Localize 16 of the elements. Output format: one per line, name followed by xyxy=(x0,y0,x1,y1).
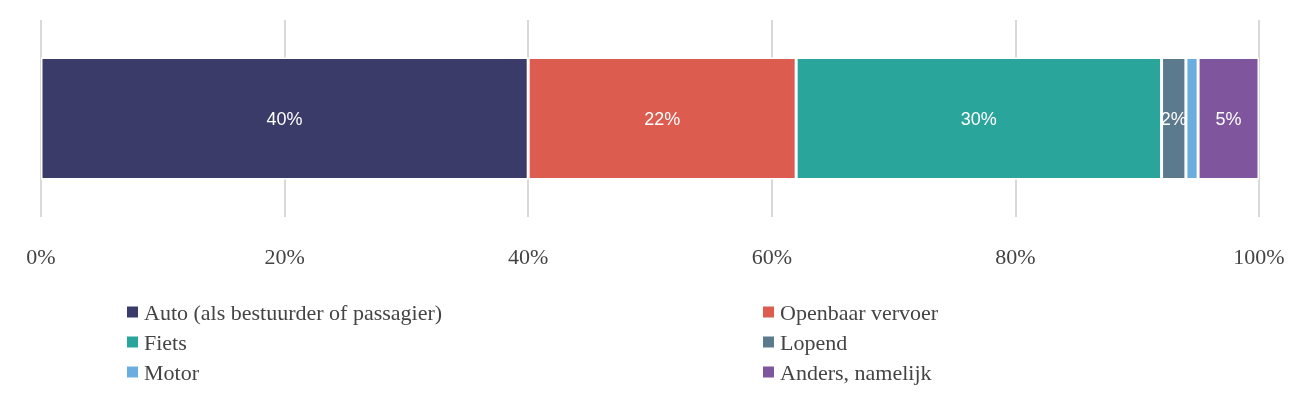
x-tick-label: 100% xyxy=(1233,243,1285,269)
data-label: 40% xyxy=(266,108,303,129)
legend-label: Auto (als bestuurder of passagier) xyxy=(144,299,443,325)
x-tick-label: 60% xyxy=(751,243,792,269)
x-tick-label: 40% xyxy=(508,243,549,269)
data-label: 22% xyxy=(644,108,681,129)
legend-label: Motor xyxy=(144,359,200,385)
legend-label: Openbaar vervoer xyxy=(780,299,939,325)
data-label: 5% xyxy=(1215,108,1242,129)
x-tick-label: 80% xyxy=(995,243,1036,269)
x-tick-label: 0% xyxy=(26,243,56,269)
x-tick-label: 20% xyxy=(264,243,305,269)
legend-label: Anders, namelijk xyxy=(780,359,932,385)
legend-label: Fiets xyxy=(144,329,187,355)
legend-label: Lopend xyxy=(780,329,848,355)
data-label: 30% xyxy=(960,108,997,129)
